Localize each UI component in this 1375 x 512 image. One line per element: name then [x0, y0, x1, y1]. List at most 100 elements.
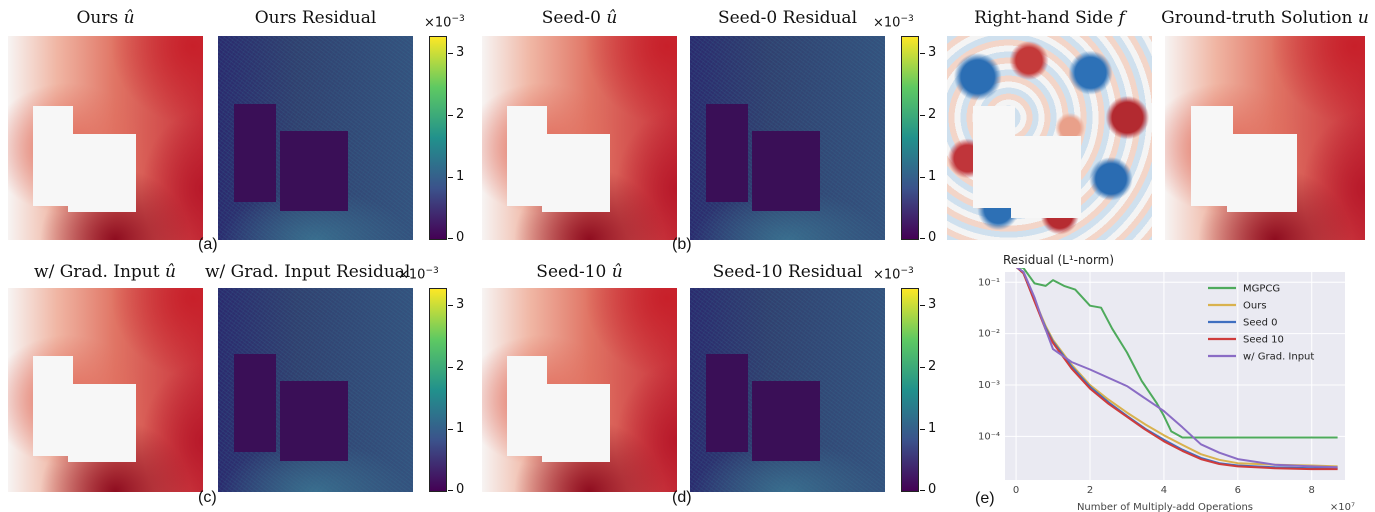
residual-map-ours: [218, 36, 413, 240]
panel-title-ground-truth: Ground-truth Solution u: [1158, 8, 1372, 28]
legend-label: Seed 0: [1243, 318, 1278, 329]
obstacle-mask: [507, 106, 547, 206]
panel-title-text: Seed-0: [541, 8, 601, 28]
panel-title-seed10-residual: Seed-10 Residual: [690, 262, 885, 282]
y-tick-label: 10⁻¹: [978, 277, 1000, 288]
heatmap-seed10-u: [482, 288, 677, 492]
obstacle-mask: [33, 106, 73, 206]
colorbar-tick: 0: [447, 482, 465, 497]
panel-title-seed0-residual: Seed-0 Residual: [690, 8, 885, 28]
heatmap-rhs: [947, 36, 1152, 240]
y-tick-label: 10⁻³: [978, 380, 1000, 391]
x-axis-exponent: ×10⁷: [1330, 502, 1355, 512]
panel-title-text: w/ Grad. Input Residual: [205, 262, 411, 282]
residual-map-seed10: [690, 288, 885, 492]
x-tick-label: 8: [1309, 485, 1315, 496]
panel-title-var: f: [1118, 8, 1125, 28]
colorbar-exponent: ×10−3: [873, 14, 914, 31]
colorbar: [429, 288, 447, 492]
panel-title-ours-u: Ours û: [8, 8, 203, 28]
obstacle-mask: [1191, 106, 1233, 206]
panel-title-text: Seed-10: [536, 262, 607, 282]
colorbar-tick: 3: [919, 297, 937, 312]
plot-title: Residual (L¹-norm): [1003, 253, 1115, 267]
series-line-mgpcg: [1017, 268, 1338, 439]
colorbar-tick: 0: [919, 482, 937, 497]
colorbar-tick: 1: [447, 421, 465, 436]
heatmap-ours-u: [8, 36, 203, 240]
sublabel-e: (e): [975, 490, 995, 507]
plot-area: [1005, 272, 1345, 480]
x-tick-label: 6: [1235, 485, 1241, 496]
heatmap-ground-truth: [1165, 36, 1365, 240]
panel-title-var: û: [611, 262, 623, 282]
obstacle-mask: [33, 356, 73, 456]
obstacle-mask: [1227, 134, 1297, 212]
legend-label: Ours: [1243, 301, 1267, 312]
residual-map-grad: [218, 288, 413, 492]
obstacle-mask: [68, 384, 136, 462]
sublabel-b: (b): [672, 236, 692, 253]
colorbar-exponent: ×10−3: [873, 266, 914, 283]
legend-label: MGPCG: [1243, 284, 1280, 295]
panel-title-var: û: [165, 262, 176, 282]
legend-label: Seed 10: [1243, 335, 1284, 346]
panel-title-text: Seed-10 Residual: [712, 262, 863, 282]
panel-title-text: Right-hand Side: [974, 8, 1114, 28]
obstacle-mask: [1011, 136, 1081, 218]
residual-mask: [234, 104, 276, 202]
obstacle-mask: [68, 134, 136, 212]
residual-mask: [234, 354, 276, 452]
series-line-w-grad-input: [1016, 268, 1338, 469]
colorbar-tick: 2: [919, 359, 937, 374]
x-tick-label: 2: [1087, 485, 1093, 496]
colorbar-tick: 1: [919, 169, 937, 184]
x-axis-label: Number of Multiply-add Operations: [1077, 502, 1253, 512]
panel-title-grad-u: w/ Grad. Input û: [0, 262, 210, 282]
colorbar-exponent: ×10−3: [424, 14, 465, 31]
panel-title-seed0-u: Seed-0 û: [482, 8, 677, 28]
panel-title-ours-residual: Ours Residual: [218, 8, 413, 28]
residual-map-seed0: [690, 36, 885, 240]
sublabel-a: (a): [198, 236, 218, 253]
residual-mask: [752, 381, 820, 461]
residual-mask: [752, 131, 820, 211]
colorbar: [901, 36, 919, 240]
sublabel-d: (d): [672, 489, 692, 506]
obstacle-mask: [507, 356, 547, 456]
heatmap-grad-u: [8, 288, 203, 492]
colorbar-tick: 2: [447, 359, 465, 374]
residual-mask: [280, 131, 348, 211]
panel-title-grad-residual: w/ Grad. Input Residual: [205, 262, 410, 282]
panel-title-var: u: [1357, 8, 1369, 28]
obstacle-mask: [973, 106, 1015, 208]
obstacle-mask: [542, 384, 610, 462]
y-tick-label: 10⁻²: [978, 329, 1000, 340]
panel-title-rhs: Right-hand Side f: [947, 8, 1152, 28]
colorbar-tick: 0: [919, 230, 937, 245]
panel-title-var: û: [606, 8, 618, 28]
colorbar-tick: 1: [447, 169, 465, 184]
y-tick-label: 10⁻⁴: [978, 431, 1000, 442]
x-tick-label: 0: [1013, 485, 1019, 496]
colorbar-tick: 1: [919, 421, 937, 436]
panel-title-var: û: [123, 8, 135, 28]
panel-title-text: Seed-0 Residual: [717, 8, 858, 28]
heatmap-seed0-u: [482, 36, 677, 240]
colorbar: [429, 36, 447, 240]
panel-title-text: Ground-truth Solution: [1161, 8, 1353, 28]
colorbar-tick: 3: [447, 297, 465, 312]
colorbar-tick: 2: [919, 107, 937, 122]
residual-chart: 0 2 4 6 8 10⁻¹ 10⁻² 10⁻³ 10⁻⁴ MGPCG Ours Seed 0 See…: [978, 268, 1355, 512]
obstacle-mask: [542, 134, 610, 212]
colorbar-tick: 0: [447, 230, 465, 245]
residual-mask: [280, 381, 348, 461]
panel-title-text: w/ Grad. Input: [34, 262, 160, 282]
colorbar-tick: 3: [919, 45, 937, 60]
residual-mask: [706, 354, 748, 452]
sublabel-c: (c): [198, 489, 217, 506]
panel-title-text: Ours Residual: [254, 8, 377, 28]
colorbar-exponent: ×10−3: [398, 266, 439, 283]
colorbar-tick: 2: [447, 107, 465, 122]
colorbar-tick: 3: [447, 45, 465, 60]
